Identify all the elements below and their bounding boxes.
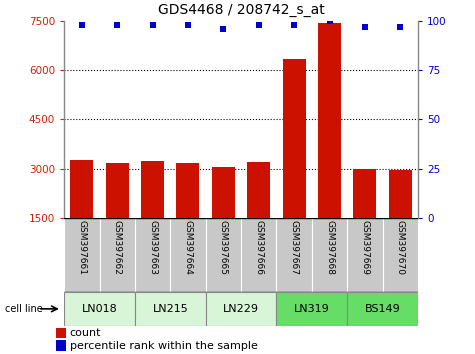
Bar [389, 170, 412, 267]
Bar [206, 218, 241, 292]
Text: LN319: LN319 [294, 304, 330, 314]
Bar [383, 218, 418, 292]
Bar [64, 292, 135, 326]
Bar [312, 218, 347, 292]
Bar [170, 218, 206, 292]
Bar [70, 160, 93, 267]
Text: GSM397661: GSM397661 [77, 220, 86, 275]
Text: LN215: LN215 [152, 304, 188, 314]
Text: GSM397663: GSM397663 [148, 220, 157, 275]
Bar [99, 218, 135, 292]
Text: percentile rank within the sample: percentile rank within the sample [70, 341, 257, 350]
Bar [206, 292, 276, 326]
Text: GSM397664: GSM397664 [183, 220, 192, 275]
Bar [56, 328, 66, 338]
Title: GDS4468 / 208742_s_at: GDS4468 / 208742_s_at [158, 4, 324, 17]
Text: GSM397662: GSM397662 [113, 220, 122, 275]
Text: count: count [70, 328, 101, 338]
Text: GSM397669: GSM397669 [361, 220, 370, 275]
Text: GSM397668: GSM397668 [325, 220, 334, 275]
Bar [106, 163, 129, 267]
Bar [276, 218, 312, 292]
Bar [247, 162, 270, 267]
Bar [241, 218, 276, 292]
Bar [141, 161, 164, 267]
Bar [353, 169, 376, 267]
Bar [56, 340, 66, 351]
Bar [177, 163, 199, 267]
Bar [318, 23, 341, 267]
Bar [276, 292, 347, 326]
Bar [212, 167, 235, 267]
Text: GSM397667: GSM397667 [290, 220, 299, 275]
Text: GSM397665: GSM397665 [219, 220, 228, 275]
Text: BS149: BS149 [365, 304, 400, 314]
Text: cell line: cell line [5, 304, 42, 314]
Text: GSM397670: GSM397670 [396, 220, 405, 275]
Bar [347, 218, 383, 292]
Bar [135, 218, 171, 292]
Text: LN018: LN018 [82, 304, 117, 314]
Text: GSM397666: GSM397666 [254, 220, 263, 275]
Bar [64, 218, 100, 292]
Bar [283, 59, 305, 267]
Bar [135, 292, 206, 326]
Text: LN229: LN229 [223, 304, 259, 314]
Bar [347, 292, 418, 326]
